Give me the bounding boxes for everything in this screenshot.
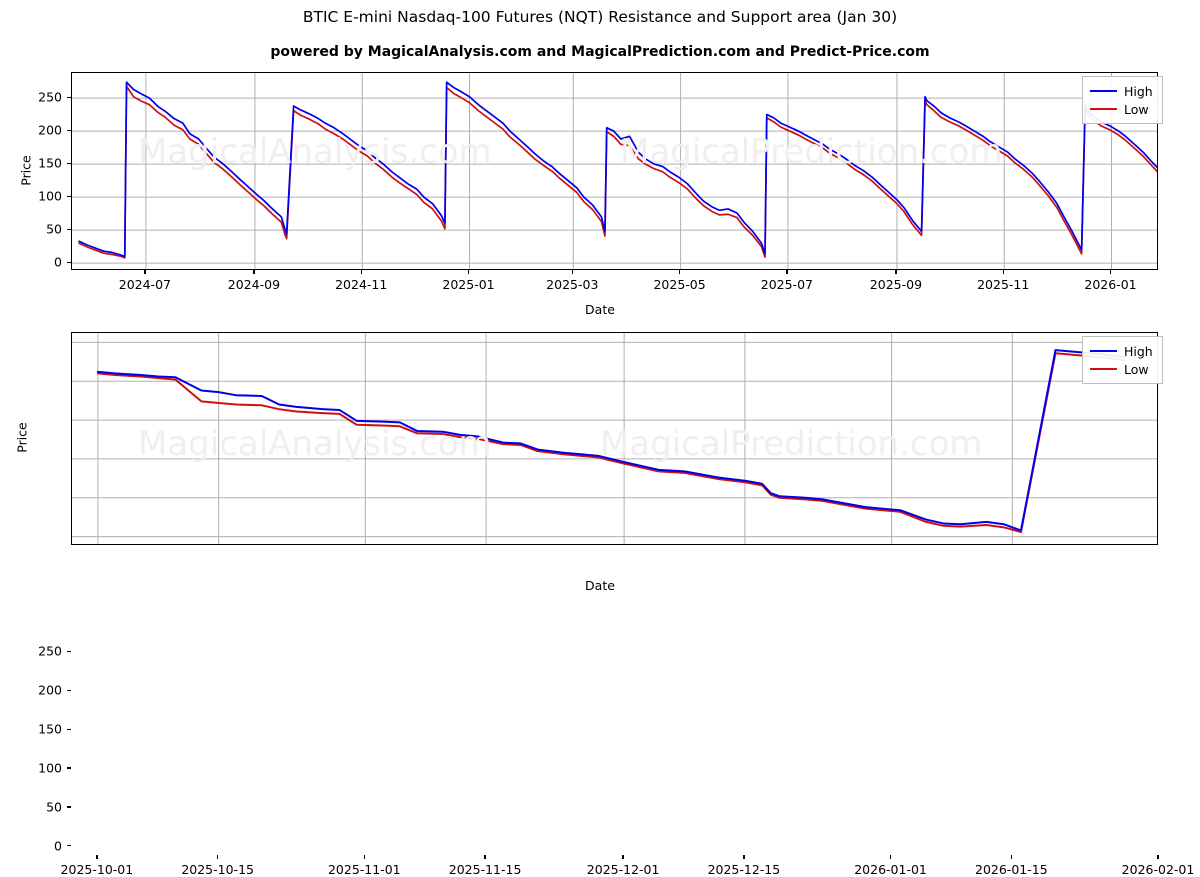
- x-tick-label: 2025-10-01: [60, 862, 134, 877]
- page-title: BTIC E-mini Nasdaq-100 Futures (NQT) Res…: [302, 8, 898, 26]
- x-tick-mark: [96, 855, 98, 859]
- x-tick-mark: [363, 855, 365, 859]
- x-tick-mark: [889, 855, 892, 859]
- x-tick-label: 2025-01: [442, 277, 495, 292]
- y-tick-mark: [67, 96, 71, 98]
- legend-swatch-low: [1090, 368, 1117, 370]
- x-tick-label: 2025-11-01: [327, 862, 401, 877]
- y-tick-mark: [67, 650, 71, 653]
- x-tick-label: 2024-11: [335, 277, 388, 292]
- x-tick-label: 2025-12-15: [707, 862, 781, 877]
- x-tick-mark: [571, 270, 573, 274]
- legend-swatch-high: [1090, 90, 1117, 92]
- x-tick-label: 2025-12-01: [586, 862, 660, 877]
- overview-x-axis-label: Date: [585, 302, 615, 317]
- detail-legend[interactable]: High Low: [1082, 336, 1163, 384]
- y-tick-mark: [67, 845, 71, 847]
- x-tick-label: 2025-09: [869, 277, 923, 292]
- x-tick-label: 2024-09: [227, 277, 281, 292]
- x-tick-mark: [484, 855, 486, 859]
- overview-chart-panel: 0 50 100 150 200 250 2024-07 2024-09 2024-11 202…: [0, 0, 1200, 317]
- x-tick-label: 2025-07: [760, 277, 813, 292]
- overview-y-axis-label: Price: [18, 155, 34, 186]
- x-tick-label: 2026-01-15: [975, 862, 1048, 877]
- y-tick-mark: [67, 195, 71, 197]
- legend-label: High: [1124, 83, 1153, 99]
- x-tick-mark: [678, 270, 681, 274]
- y-tick-mark: [67, 162, 71, 164]
- x-tick-mark: [217, 855, 219, 859]
- y-tick-label: 50: [46, 799, 62, 815]
- x-tick-mark: [1109, 270, 1112, 274]
- y-tick-label: 250: [38, 643, 62, 659]
- x-tick-mark: [622, 855, 624, 859]
- y-tick-mark: [67, 689, 71, 691]
- x-tick-mark: [1157, 855, 1159, 859]
- overview-legend[interactable]: High Low: [1082, 76, 1163, 124]
- detail-x-axis-label: Date: [585, 578, 615, 593]
- y-tick-label: 250: [38, 89, 62, 105]
- x-tick-label: 2024-07: [118, 277, 171, 292]
- x-tick-label: 2026-01-01: [854, 862, 927, 877]
- legend-label: Low: [1124, 101, 1149, 117]
- x-tick-label: 2025-03: [546, 277, 599, 292]
- detail-plot-area: [71, 332, 1158, 545]
- y-tick-mark: [67, 228, 71, 230]
- x-tick-label: 2025-11-15: [448, 862, 522, 877]
- y-tick-label: 100: [38, 188, 62, 204]
- y-tick-mark: [67, 129, 71, 131]
- series-line-low: [78, 85, 1157, 259]
- y-tick-label: 100: [38, 760, 62, 776]
- detail-plot-svg: [72, 333, 1157, 544]
- x-tick-label: 2026-01: [1084, 277, 1137, 292]
- x-tick-mark: [1002, 270, 1004, 274]
- overview-plot-area: [71, 72, 1158, 270]
- x-tick-mark: [743, 855, 745, 859]
- y-tick-mark: [67, 728, 71, 730]
- series-line-high: [96, 349, 1126, 532]
- x-tick-label: 2026-02-01: [1121, 862, 1195, 877]
- x-tick-mark: [895, 270, 897, 274]
- y-tick-label: 50: [46, 221, 62, 237]
- x-tick-mark: [360, 270, 362, 274]
- legend-label: Low: [1124, 361, 1149, 377]
- legend-item-low[interactable]: Low: [1090, 360, 1153, 378]
- legend-item-high[interactable]: High: [1090, 342, 1153, 360]
- page-subtitle: powered by MagicalAnalysis.com and Magic…: [270, 44, 930, 60]
- detail-y-axis-label: Price: [14, 422, 30, 453]
- y-tick-label: 0: [54, 254, 62, 270]
- y-tick-label: 200: [38, 682, 62, 698]
- y-tick-label: 150: [38, 721, 62, 737]
- legend-item-low[interactable]: Low: [1090, 100, 1153, 118]
- x-tick-mark: [786, 270, 788, 274]
- legend-item-high[interactable]: High: [1090, 82, 1153, 100]
- y-tick-mark: [67, 261, 71, 263]
- legend-swatch-high: [1090, 350, 1117, 352]
- x-tick-label: 2025-05: [653, 277, 706, 292]
- x-tick-mark: [253, 270, 255, 274]
- detail-chart-panel: 0 50 100 150 200 250 2025-10-01 2025-10-15 2025…: [0, 310, 1200, 877]
- y-tick-label: 0: [54, 838, 62, 854]
- legend-swatch-low: [1090, 108, 1117, 110]
- x-tick-label: 2025-11: [977, 277, 1030, 292]
- x-tick-mark: [467, 270, 470, 274]
- y-tick-label: 150: [38, 155, 62, 171]
- overview-plot-svg: [72, 73, 1157, 269]
- series-line-low: [96, 352, 1126, 534]
- x-tick-mark: [1010, 855, 1012, 859]
- legend-label: High: [1124, 343, 1153, 359]
- y-tick-mark: [67, 806, 71, 808]
- y-tick-mark: [67, 767, 71, 769]
- series-line-high: [78, 81, 1157, 258]
- x-tick-mark: [144, 270, 146, 274]
- y-tick-label: 200: [38, 122, 62, 138]
- x-tick-label: 2025-10-15: [181, 862, 254, 877]
